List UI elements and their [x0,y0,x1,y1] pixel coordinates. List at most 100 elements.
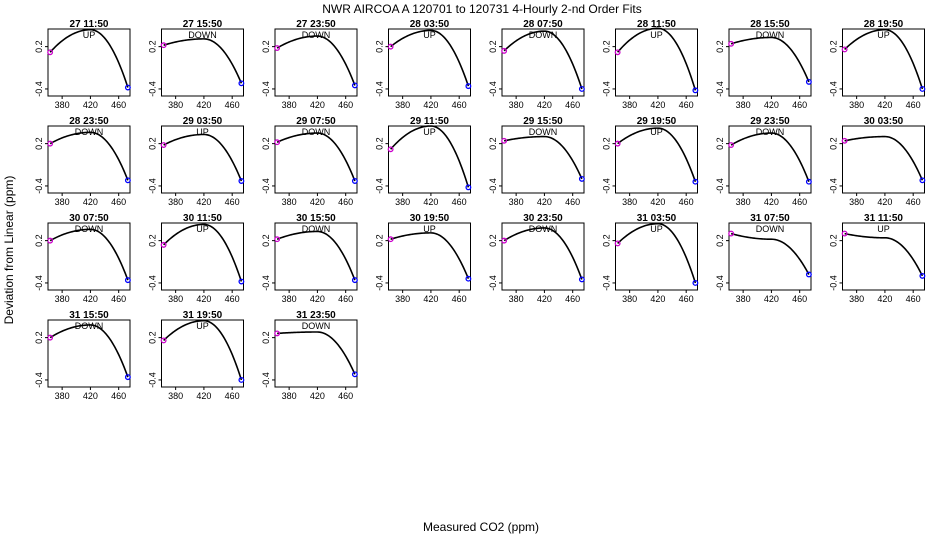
figure-title: NWR AIRCOA A 120701 to 120731 4-Hourly 2… [322,2,642,16]
high-data-point [351,277,358,284]
x-tick-label: 380 [395,294,410,304]
x-tick-label: 420 [83,100,98,110]
y-tick-label: 0.2 [829,40,839,53]
x-tick-label: 460 [906,294,921,304]
y-tick-label: 0.2 [261,234,271,247]
panel-frame [501,222,585,291]
y-tick-label: -0.4 [488,275,498,291]
y-axis-label: Deviation from Linear (ppm) [2,176,16,325]
x-tick-label: 420 [764,100,779,110]
x-tick-label: 460 [679,294,694,304]
x-tick-label: 460 [452,100,467,110]
high-data-point [465,83,472,90]
fit-curve [844,135,924,181]
x-tick-label: 380 [736,197,751,207]
y-tick-label: -0.4 [715,81,725,97]
x-tick-label: 380 [168,197,183,207]
fit-curve [163,319,243,381]
panel-title: 30 07:50 [69,213,109,224]
high-data-point [578,85,585,92]
y-tick-label: -0.4 [148,372,158,388]
x-tick-label: 460 [906,100,921,110]
x-tick-label: 460 [565,294,580,304]
x-axis-label: Measured CO2 (ppm) [423,520,539,534]
panel-frame [615,125,698,194]
x-tick-label: 460 [906,197,921,207]
high-data-point [124,277,131,284]
x-tick-label: 460 [225,100,240,110]
x-tick-label: 420 [310,391,325,401]
panel-frame [274,125,358,194]
panel-title: 28 23:50 [69,116,109,127]
x-tick-label: 460 [225,391,240,401]
low-data-point [387,146,394,153]
high-data-point [351,371,358,378]
low-data-point [160,142,167,148]
x-tick-label: 420 [764,294,779,304]
high-data-point [238,178,245,184]
fit-curve [390,125,470,188]
panel-direction-label: UP [650,224,663,234]
x-tick-label: 380 [168,100,183,110]
x-tick-label: 380 [509,197,524,207]
low-data-point [274,236,281,243]
low-data-point [160,337,167,344]
y-tick-label: 0.2 [261,331,271,344]
y-tick-label: -0.4 [148,275,158,291]
y-tick-label: -0.4 [148,178,158,194]
x-tick-label: 420 [764,197,779,207]
panel-title: 28 19:50 [864,19,904,30]
x-tick-label: 460 [679,197,694,207]
fit-curve [730,232,810,275]
panel-frame [842,222,925,291]
panel-title: 29 11:50 [410,116,449,127]
low-data-point [274,330,281,337]
x-tick-label: 420 [877,197,892,207]
x-tick-label: 420 [310,100,325,110]
y-tick-label: 0.2 [715,234,725,247]
fit-curve [503,30,583,90]
x-tick-label: 460 [338,197,353,207]
high-data-point [124,177,131,184]
low-data-point [841,46,848,53]
y-tick-label: 0.2 [602,234,612,247]
panel-title: 29 07:50 [296,116,336,127]
y-tick-label: -0.4 [148,81,158,97]
panel-title: 30 03:50 [864,116,904,127]
fit-curve [49,324,129,378]
high-data-point [692,178,699,185]
low-data-point [47,49,54,56]
fit-curve [730,132,810,183]
y-tick-label: 0.2 [715,137,725,150]
low-data-point [614,49,621,56]
panel-title: 27 11:50 [70,19,109,30]
y-tick-label: 0.2 [148,137,158,150]
fit-curve [49,228,129,281]
x-tick-label: 380 [736,294,751,304]
panel-direction-label: DOWN [756,224,785,234]
high-data-point [692,279,699,286]
x-tick-label: 460 [792,294,807,304]
x-tick-label: 420 [423,294,438,304]
high-data-point [805,178,812,185]
panel-title: 31 07:50 [750,213,790,224]
x-tick-label: 420 [877,294,892,304]
panel-direction-label: DOWN [529,224,558,234]
low-data-point [614,140,621,147]
panel-direction-label: UP [423,224,436,234]
high-data-point [124,374,131,381]
y-tick-label: -0.4 [602,81,612,97]
panel-frame [842,125,925,194]
panel-direction-label: DOWN [188,30,217,40]
panel-title: 30 15:50 [296,213,336,224]
panel-frame [161,125,244,194]
